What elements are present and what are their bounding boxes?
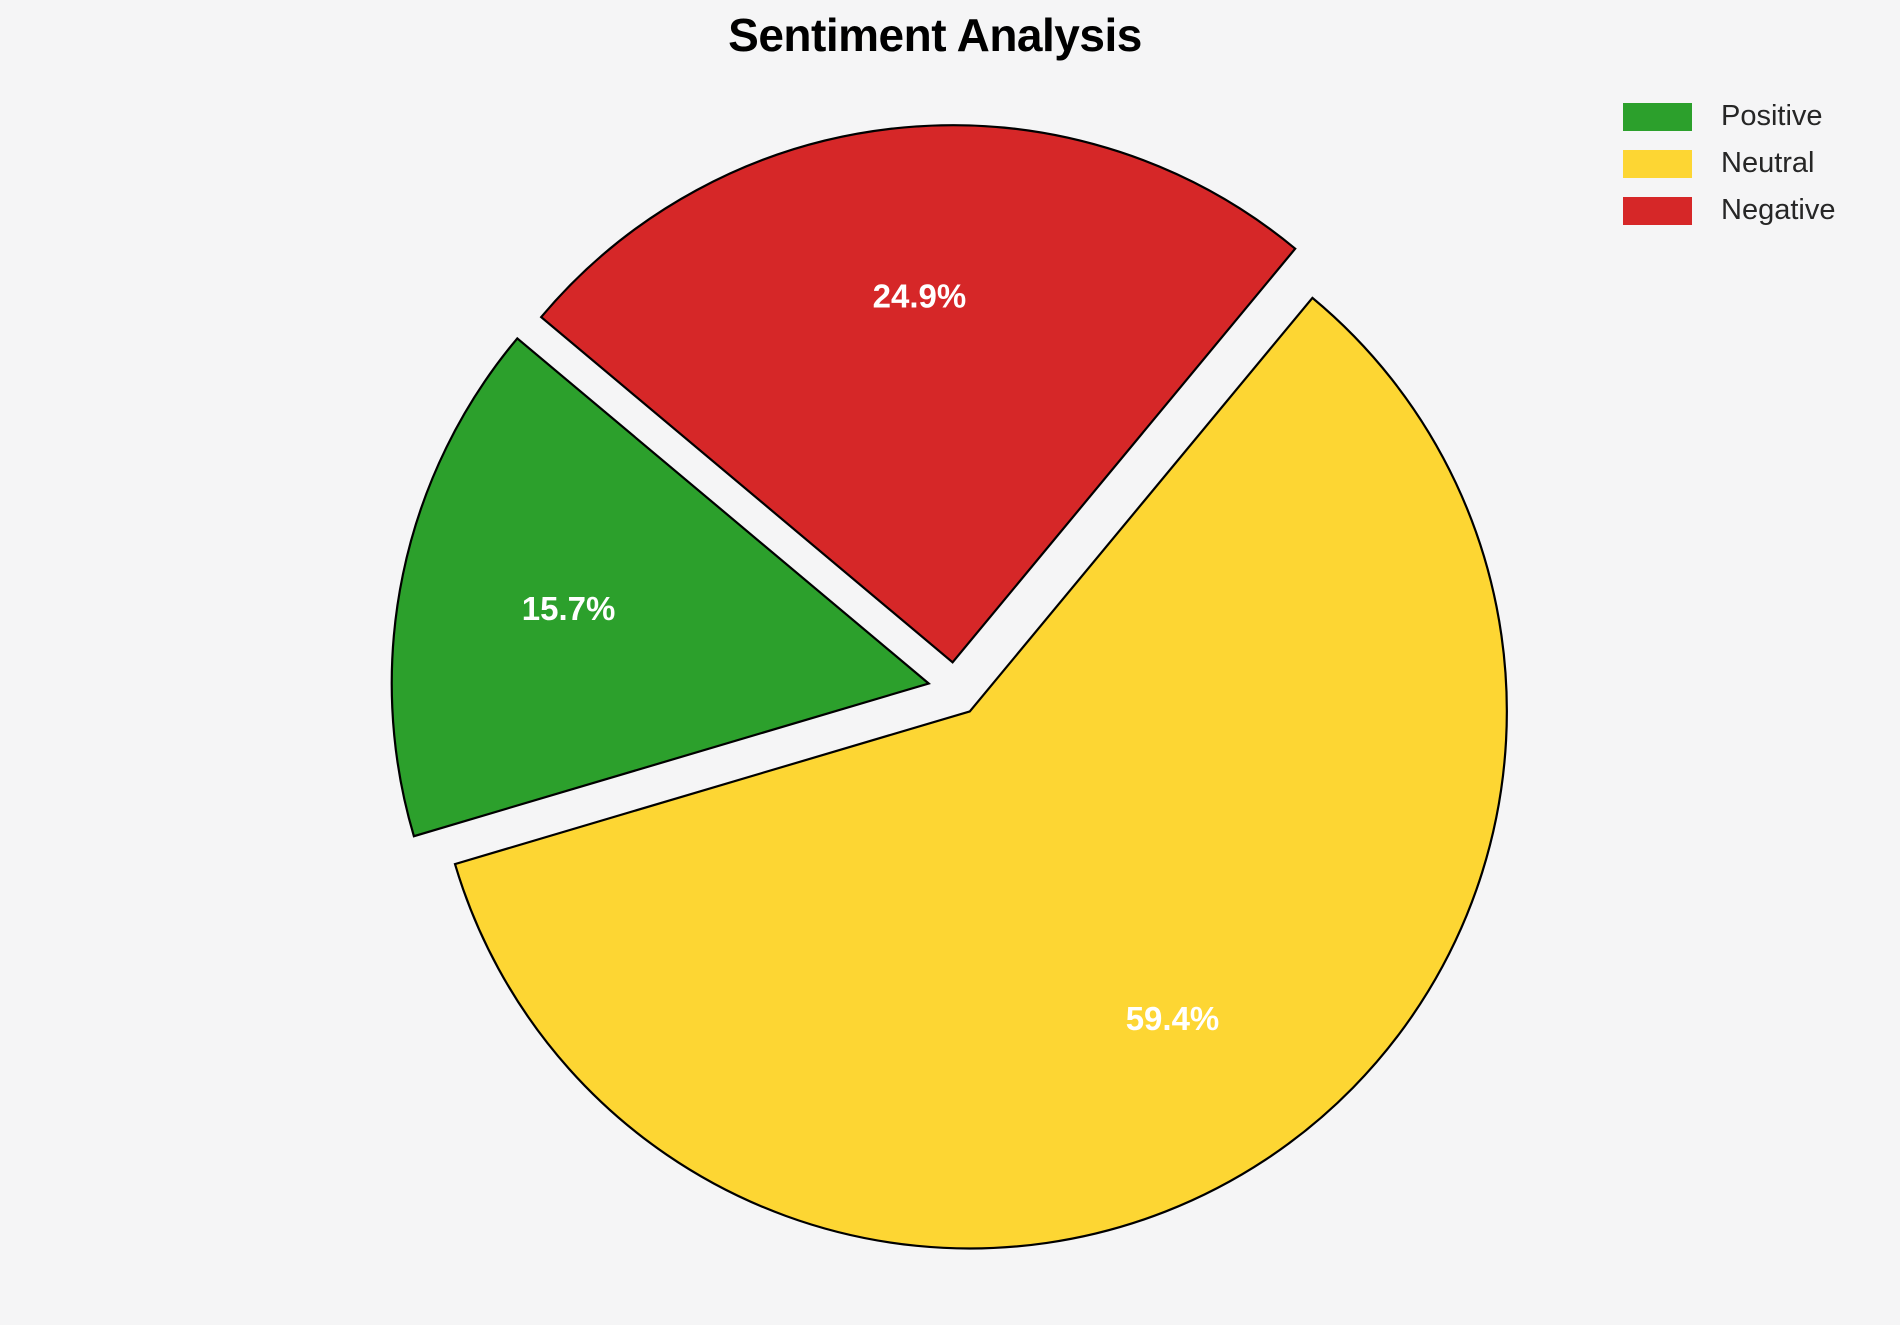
pie-slice-positive xyxy=(390,336,931,838)
pie-slice-negative xyxy=(539,124,1297,664)
pie-slice-neutral xyxy=(453,296,1508,1250)
legend-item-neutral: Neutral xyxy=(1623,140,1835,187)
legend-label-negative: Negative xyxy=(1721,194,1836,226)
legend-swatch-negative xyxy=(1623,196,1692,225)
pie-slice-label-positive: 15.7% xyxy=(522,590,616,627)
legend-label-neutral: Neutral xyxy=(1721,147,1815,179)
legend-swatch-neutral xyxy=(1623,149,1692,178)
legend-swatch-positive xyxy=(1623,102,1692,131)
pie-slice-label-neutral: 59.4% xyxy=(1126,1000,1220,1037)
legend: Positive Neutral Negative xyxy=(1623,93,1835,234)
legend-label-positive: Positive xyxy=(1721,100,1823,132)
legend-item-negative: Negative xyxy=(1623,187,1835,234)
chart-title: Sentiment Analysis xyxy=(728,9,1142,61)
legend-item-positive: Positive xyxy=(1623,93,1835,140)
pie-slice-label-negative: 24.9% xyxy=(873,277,967,314)
